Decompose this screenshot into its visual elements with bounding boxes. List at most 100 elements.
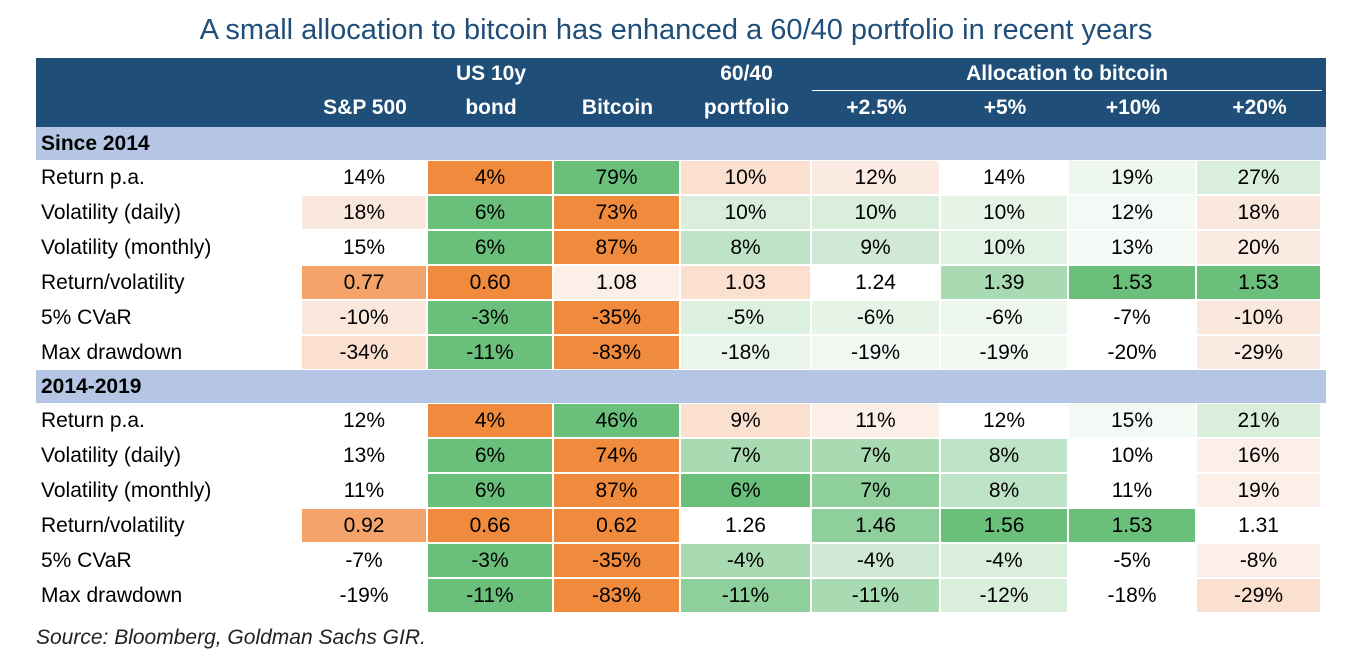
value-cell: 19% xyxy=(1069,161,1195,194)
value-cell: 10% xyxy=(681,161,810,194)
value-cell: 1.24 xyxy=(855,271,896,294)
value-cell: 13% xyxy=(342,444,386,467)
row-label: Max drawdown xyxy=(41,584,183,607)
value-cell: 1.39 xyxy=(941,266,1067,299)
value-cell: 18% xyxy=(302,196,426,229)
value-cell: 12% xyxy=(1069,196,1195,229)
source-note: Source: Bloomberg, Goldman Sachs GIR. xyxy=(36,626,426,649)
value-cell: 0.77 xyxy=(302,266,426,299)
value-cell: 7% xyxy=(812,474,939,507)
value-cell: 12% xyxy=(982,409,1026,432)
table-row: Volatility (monthly) 11% 6% 87% 6% 7% 8% 11% 19% xyxy=(36,473,1326,508)
value-cell: 12% xyxy=(812,161,939,194)
value-cell: -10% xyxy=(302,301,426,334)
allocation-group-label: Allocation to bitcoin xyxy=(966,62,1168,85)
value-cell: -4% xyxy=(812,544,939,577)
value-cell: 18% xyxy=(1197,196,1320,229)
row-label: Return/volatility xyxy=(41,514,185,537)
section-header-since-2014: Since 2014 xyxy=(36,127,1326,160)
value-cell: 14% xyxy=(982,166,1026,189)
value-cell: 21% xyxy=(1197,404,1320,437)
value-cell: 14% xyxy=(342,166,386,189)
value-cell: 1.53 xyxy=(1069,509,1195,542)
value-cell: 6% xyxy=(681,474,810,507)
column-header-4-line1: 60/40 xyxy=(720,62,773,85)
value-cell: 74% xyxy=(554,439,679,472)
row-label: Max drawdown xyxy=(41,341,183,364)
value-cell: 73% xyxy=(554,196,679,229)
column-header-2-line1: US 10y xyxy=(455,62,527,85)
value-cell: 8% xyxy=(941,439,1067,472)
value-cell: 8% xyxy=(681,231,810,264)
value-cell: 4% xyxy=(428,404,552,437)
value-cell: -35% xyxy=(554,301,679,334)
value-cell: 20% xyxy=(1197,231,1320,264)
value-cell: -19% xyxy=(812,336,939,369)
table-row: 5% CVaR -7% -3% -35% -4% -4% -4% -5% -8% xyxy=(36,543,1326,578)
table-row: Max drawdown -19% -11% -83% -11% -11% -12% -18%… xyxy=(36,578,1326,613)
value-cell: 0.60 xyxy=(428,266,552,299)
table-row: Volatility (monthly) 15% 6% 87% 8% 9% 10% 13% 20… xyxy=(36,230,1326,265)
value-cell: -11% xyxy=(681,579,810,612)
table-header: Allocation to bitcoin S&P 500 US 10y bond B… xyxy=(36,58,1326,127)
value-cell: -12% xyxy=(941,579,1067,612)
value-cell: 27% xyxy=(1197,161,1320,194)
value-cell: 4% xyxy=(428,161,552,194)
column-header-1-line2: S&P 500 xyxy=(323,96,407,119)
row-label: Volatility (daily) xyxy=(41,444,182,467)
value-cell: -83% xyxy=(554,579,679,612)
column-header-6-line2: +5% xyxy=(983,96,1027,119)
value-cell: -29% xyxy=(1197,336,1320,369)
value-cell: 87% xyxy=(554,474,679,507)
value-cell: -6% xyxy=(941,301,1067,334)
value-cell: -7% xyxy=(1113,306,1151,329)
value-cell: 6% xyxy=(428,231,552,264)
section-label: Since 2014 xyxy=(41,132,150,155)
value-cell: -3% xyxy=(428,544,552,577)
value-cell: 6% xyxy=(428,474,552,507)
value-cell: 46% xyxy=(554,404,679,437)
value-cell: -18% xyxy=(681,336,810,369)
column-header-8-line2: +20% xyxy=(1232,96,1287,119)
value-cell: 0.92 xyxy=(302,509,426,542)
value-cell: -4% xyxy=(681,544,810,577)
value-cell: 0.66 xyxy=(428,509,552,542)
row-label: 5% CVaR xyxy=(41,549,132,572)
value-cell: 16% xyxy=(1197,439,1320,472)
table-row: Return/volatility 0.77 0.60 1.08 1.03 1.24 1.3… xyxy=(36,265,1326,300)
table-row: Return p.a. 14% 4% 79% 10% 12% 14% 19% 27% xyxy=(36,160,1326,195)
value-cell: 6% xyxy=(428,439,552,472)
table-row: Volatility (daily) 13% 6% 74% 7% 7% 8% 10% 16% xyxy=(36,438,1326,473)
value-cell: -19% xyxy=(339,584,389,607)
value-cell: 10% xyxy=(941,196,1067,229)
column-header-7-line2: +10% xyxy=(1105,96,1161,119)
value-cell: 7% xyxy=(681,439,810,472)
value-cell: 7% xyxy=(812,439,939,472)
section-label: 2014-2019 xyxy=(41,375,142,398)
value-cell: -10% xyxy=(1197,301,1320,334)
table-row: 5% CVaR -10% -3% -35% -5% -6% -6% -7% -10% xyxy=(36,300,1326,335)
value-cell: 15% xyxy=(1069,404,1195,437)
column-header-2-line2: bond xyxy=(465,96,517,119)
table-row: Max drawdown -34% -11% -83% -18% -19% -19% -20%… xyxy=(36,335,1326,370)
value-cell: 1.46 xyxy=(812,509,939,542)
value-cell: 1.53 xyxy=(1069,266,1195,299)
value-cell: 87% xyxy=(554,231,679,264)
value-cell: -19% xyxy=(941,336,1067,369)
value-cell: 10% xyxy=(812,196,939,229)
chart-title: A small allocation to bitcoin has enhanc… xyxy=(199,14,1153,46)
column-header-3-line2: Bitcoin xyxy=(581,96,654,119)
table-row: Volatility (daily) 18% 6% 73% 10% 10% 10% 12% 18… xyxy=(36,195,1326,230)
column-header-4-line2: portfolio xyxy=(703,96,790,119)
data-table: Allocation to bitcoin S&P 500 US 10y bond B… xyxy=(36,58,1326,619)
value-cell: 6% xyxy=(428,196,552,229)
value-cell: -35% xyxy=(554,544,679,577)
row-label: 5% CVaR xyxy=(41,306,132,329)
row-label: Volatility (monthly) xyxy=(41,236,212,259)
value-cell: -34% xyxy=(302,336,426,369)
value-cell: -18% xyxy=(1107,584,1157,607)
value-cell: 1.03 xyxy=(681,266,810,299)
value-cell: -11% xyxy=(812,579,939,612)
value-cell: 10% xyxy=(1110,444,1154,467)
value-cell: 1.08 xyxy=(554,266,679,299)
